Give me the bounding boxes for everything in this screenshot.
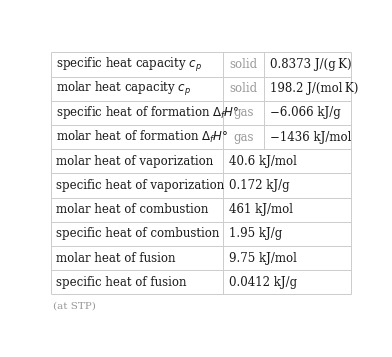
Text: molar heat of formation $\Delta_f H°$: molar heat of formation $\Delta_f H°$	[56, 129, 229, 145]
Text: 0.172 kJ/g: 0.172 kJ/g	[229, 179, 290, 192]
Text: specific heat of formation $\Delta_f H°$: specific heat of formation $\Delta_f H°$	[56, 105, 240, 121]
Text: 0.8373 J/(g K): 0.8373 J/(g K)	[270, 58, 351, 71]
Text: specific heat of combustion: specific heat of combustion	[56, 227, 220, 240]
Text: specific heat of vaporization: specific heat of vaporization	[56, 179, 224, 192]
Text: specific heat capacity $c_p$: specific heat capacity $c_p$	[56, 56, 202, 74]
Text: specific heat of fusion: specific heat of fusion	[56, 276, 187, 289]
Text: molar heat of fusion: molar heat of fusion	[56, 252, 176, 265]
Text: 40.6 kJ/mol: 40.6 kJ/mol	[229, 155, 297, 168]
Text: 9.75 kJ/mol: 9.75 kJ/mol	[229, 252, 297, 265]
Text: gas: gas	[234, 131, 254, 144]
Text: (at STP): (at STP)	[53, 301, 96, 310]
Text: −1436 kJ/mol: −1436 kJ/mol	[270, 131, 351, 144]
Text: 198.2 J/(mol K): 198.2 J/(mol K)	[270, 82, 358, 95]
Text: molar heat capacity $c_p$: molar heat capacity $c_p$	[56, 80, 191, 98]
Text: solid: solid	[230, 82, 258, 95]
Text: 1.95 kJ/g: 1.95 kJ/g	[229, 227, 282, 240]
Text: −6.066 kJ/g: −6.066 kJ/g	[270, 106, 340, 120]
Text: solid: solid	[230, 58, 258, 71]
Text: molar heat of vaporization: molar heat of vaporization	[56, 155, 213, 168]
Text: molar heat of combustion: molar heat of combustion	[56, 203, 209, 216]
Text: gas: gas	[234, 106, 254, 120]
Text: 461 kJ/mol: 461 kJ/mol	[229, 203, 293, 216]
Text: 0.0412 kJ/g: 0.0412 kJ/g	[229, 276, 297, 289]
